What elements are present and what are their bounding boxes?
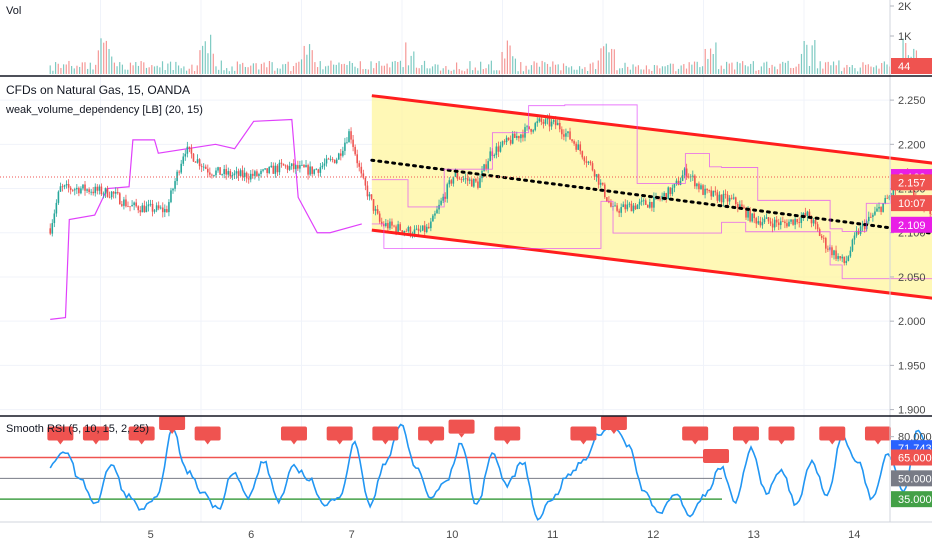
svg-text:35.000: 35.000 [898, 494, 932, 506]
rsi-badge: 65.000 [891, 449, 932, 466]
volume-label: Vol [6, 5, 21, 17]
rsi-high-marker [819, 426, 846, 445]
rsi-high-marker [732, 426, 759, 445]
time-label: 6 [248, 529, 254, 541]
rsi-high-markers [47, 416, 891, 463]
time-label: 5 [148, 529, 154, 541]
rsi-high-marker [194, 426, 221, 445]
scale-ticks: 2K1K2.2502.2002.1502.1002.0502.0001.9501… [890, 1, 932, 444]
rsi-high-marker [159, 416, 186, 434]
volume-bars [49, 34, 932, 74]
time-labels: 567101112131417 [148, 529, 861, 541]
price-tick: 1.950 [898, 360, 926, 372]
rsi-high-marker [280, 426, 307, 445]
volume-badge: 44 [891, 58, 932, 74]
svg-text:2.109: 2.109 [898, 220, 926, 232]
rsi-badge: 50.000 [891, 470, 932, 487]
price-tick: 2.050 [898, 272, 926, 284]
rsi-high-marker [864, 426, 891, 445]
rsi-high-marker [47, 426, 74, 445]
price-pane: CFDs on Natural Gas, 15, OANDA weak_volu… [0, 83, 932, 320]
price-scale[interactable]: 2K1K2.2502.2002.1502.1002.0502.0001.9501… [889, 0, 932, 522]
rsi-badge: 35.000 [891, 491, 932, 508]
chart-title: CFDs on Natural Gas, 15, OANDA [6, 83, 190, 97]
rsi-high-marker [703, 449, 729, 463]
time-label: 12 [647, 529, 659, 541]
time-axis[interactable]: 567101112131417 [0, 521, 932, 541]
rsi-high-marker [82, 426, 109, 445]
price-badge: 2.109 [891, 216, 932, 233]
price-badge: 2.157 [891, 174, 932, 191]
envelope-lower [371, 200, 932, 280]
time-label: 13 [748, 529, 760, 541]
rsi-pane: Smooth RSI (5, 10, 15, 2, 25) [0, 416, 932, 521]
time-label: 7 [349, 529, 355, 541]
price-tick: 2.200 [898, 139, 926, 151]
time-label: 14 [848, 529, 860, 541]
envelope-line [50, 118, 362, 320]
indicator-title: weak_volume_dependency [LB] (20, 15) [5, 104, 203, 116]
price-badge: 10:07 [891, 195, 932, 212]
price-tick: 2.000 [898, 316, 926, 328]
rsi-high-marker [372, 426, 399, 445]
rsi-high-marker [448, 419, 475, 438]
rsi-high-marker [418, 426, 445, 445]
volume-tick: 1K [898, 31, 912, 43]
channel-lower-line[interactable] [371, 228, 932, 315]
rsi-high-marker [682, 426, 709, 445]
rsi-title: Smooth RSI (5, 10, 15, 2, 25) [6, 423, 149, 435]
price-tick: 1.900 [898, 405, 926, 417]
volume-tick: 2K [898, 1, 912, 13]
rsi-high-marker [128, 426, 155, 445]
price-tick: 2.250 [898, 95, 926, 107]
svg-text:10:07: 10:07 [898, 198, 926, 210]
scale-badges: 442.1632.15710:072.10971.74365.00050.000… [891, 58, 932, 508]
rsi-high-marker [600, 416, 627, 434]
svg-text:65.000: 65.000 [898, 453, 932, 465]
time-label: 11 [547, 529, 558, 541]
svg-text:44: 44 [898, 61, 910, 73]
rsi-high-marker [570, 426, 597, 445]
svg-text:50.000: 50.000 [898, 473, 932, 485]
channel-midline[interactable] [370, 158, 932, 251]
rsi-line [49, 423, 932, 521]
time-label: 10 [446, 529, 458, 541]
rsi-high-marker [768, 426, 795, 445]
rsi-high-marker [494, 426, 521, 445]
channel-upper-line[interactable] [371, 94, 932, 180]
svg-text:2.157: 2.157 [898, 177, 926, 189]
volume-pane: Vol [6, 5, 932, 74]
rsi-high-marker [326, 426, 353, 445]
